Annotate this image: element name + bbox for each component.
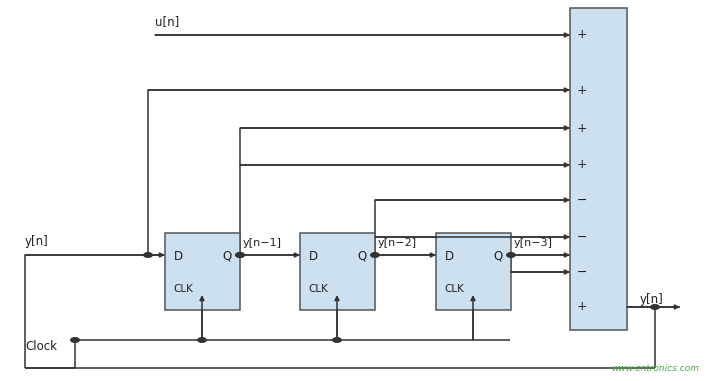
Circle shape: [71, 338, 79, 342]
Text: y[n−1]: y[n−1]: [243, 238, 282, 248]
Text: y[n]: y[n]: [25, 235, 49, 248]
Text: −: −: [576, 194, 587, 207]
Text: CLK: CLK: [309, 284, 328, 294]
Text: +: +: [576, 29, 587, 42]
Circle shape: [236, 253, 244, 257]
Text: y[n−2]: y[n−2]: [378, 238, 417, 248]
Text: D: D: [174, 250, 183, 263]
Circle shape: [236, 253, 244, 257]
Text: y[n]: y[n]: [640, 293, 664, 306]
Text: D: D: [445, 250, 453, 263]
Bar: [300, 233, 375, 310]
Text: Q: Q: [222, 250, 232, 263]
Bar: [165, 233, 240, 310]
Bar: [570, 8, 627, 330]
Text: Clock: Clock: [25, 341, 57, 354]
Text: u[n]: u[n]: [155, 15, 179, 28]
Text: CLK: CLK: [445, 284, 465, 294]
Text: D: D: [309, 250, 318, 263]
Text: +: +: [576, 122, 587, 134]
Circle shape: [144, 253, 152, 257]
Text: Q: Q: [357, 250, 366, 263]
Text: Q: Q: [493, 250, 503, 263]
Bar: [436, 233, 511, 310]
Circle shape: [371, 253, 379, 257]
Circle shape: [651, 305, 659, 309]
Text: +: +: [576, 301, 587, 314]
Text: +: +: [576, 158, 587, 171]
Text: −: −: [576, 266, 587, 279]
Circle shape: [198, 338, 206, 342]
Text: +: +: [576, 83, 587, 96]
Text: www.cntronics.com: www.cntronics.com: [611, 364, 699, 373]
Circle shape: [333, 338, 341, 342]
Circle shape: [507, 253, 515, 257]
Text: −: −: [576, 231, 587, 243]
Text: y[n−3]: y[n−3]: [514, 238, 553, 248]
Text: CLK: CLK: [174, 284, 193, 294]
